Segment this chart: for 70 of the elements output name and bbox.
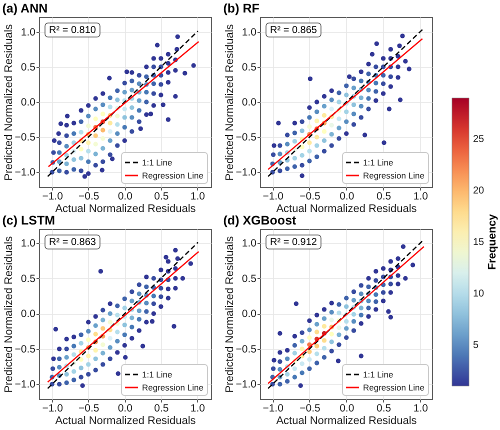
y-tick-label: 1.0 [20,26,36,38]
y-axis-title: Predicted Normalized Residuals [2,24,15,181]
x-tick-label: −0.5 [78,402,100,414]
chart-title: (b) RF [223,2,260,16]
color-bar-title: Frequency [486,213,499,270]
x-tick-label: 1.0 [190,402,206,414]
x-tick-label: 0.5 [376,190,392,202]
x-tick-label: 1.0 [413,190,428,202]
color-bar-label: 5 [473,340,479,351]
y-tick-label: 0.0 [242,96,257,108]
y-tick-label: −1.0 [236,378,257,391]
x-axis-title: Actual Normalized Residuals [276,203,418,215]
x-tick-label: 0.5 [376,402,392,414]
color-bar-label: 15 [473,237,485,248]
x-tick-label: −1.0 [42,402,64,414]
legend-label: Regression Line [363,170,425,180]
legend-label: Regression Line [363,382,425,392]
y-tick-label: 0.5 [242,272,257,285]
y-tick-label: −0.5 [14,132,36,144]
y-tick-label: 1.0 [242,26,257,38]
y-tick-label: 0.5 [242,61,257,74]
annotation: R² = 0.810 [49,25,96,36]
chart-title: (d) XGBoost [223,214,298,228]
x-tick-label: −1.0 [262,402,284,414]
color-bar-label: 10 [473,288,485,300]
y-tick-label: −1.0 [236,166,257,179]
annotation: R² = 0.865 [270,25,318,36]
legend-label: Regression Line [142,170,204,180]
x-tick-label: −0.5 [300,190,320,202]
x-tick-label: 0.0 [340,190,354,202]
x-axis-title: Actual Normalized Residuals [276,415,418,427]
x-tick-label: −0.5 [300,402,320,414]
x-tick-label: 1.0 [413,402,428,414]
y-tick-label: 0.0 [20,96,36,108]
chart-title: (c) LSTM [2,214,56,228]
x-axis-title: Actual Normalized Residuals [55,415,196,427]
y-tick-label: −0.5 [14,343,36,356]
x-axis-title: Actual Normalized Residuals [55,203,196,215]
x-tick-label: 1.0 [190,190,206,202]
y-tick-label: −0.5 [236,132,257,144]
y-tick-label: 0.5 [20,61,36,74]
y-tick-label: 1.0 [242,238,257,250]
x-tick-label: −1.0 [42,190,64,202]
y-axis-title: Predicted Normalized Residuals [224,236,236,393]
y-tick-label: −0.5 [236,343,257,356]
y-tick-label: 0.0 [242,308,257,320]
annotation: R² = 0.912 [270,237,318,248]
legend-label: 1:1 Line [142,158,173,168]
y-tick-label: −1.0 [14,378,36,391]
color-bar-label: 20 [473,186,485,197]
x-tick-label: −0.5 [78,190,100,202]
legend-label: 1:1 Line [142,370,173,380]
x-tick-label: −1.0 [262,190,284,202]
legend-label: 1:1 Line [363,158,394,168]
x-tick-label: 0.0 [118,402,133,414]
x-tick-label: 0.0 [118,190,133,202]
y-tick-label: −1.0 [14,166,36,179]
y-axis-title: Predicted Normalized Residuals [2,236,15,393]
x-tick-label: 0.5 [154,402,169,414]
x-tick-label: 0.5 [154,190,169,202]
chart-title: (a) ANN [2,2,48,16]
y-tick-label: 0.5 [20,272,36,285]
legend-label: Regression Line [142,382,204,392]
legend-label: 1:1 Line [363,370,394,380]
y-tick-label: 1.0 [20,238,36,250]
y-tick-label: 0.0 [20,308,36,320]
x-tick-label: 0.0 [340,402,354,414]
annotation: R² = 0.863 [49,237,96,248]
color-bar-label: 25 [473,134,485,146]
y-axis-title: Predicted Normalized Residuals [224,24,236,181]
